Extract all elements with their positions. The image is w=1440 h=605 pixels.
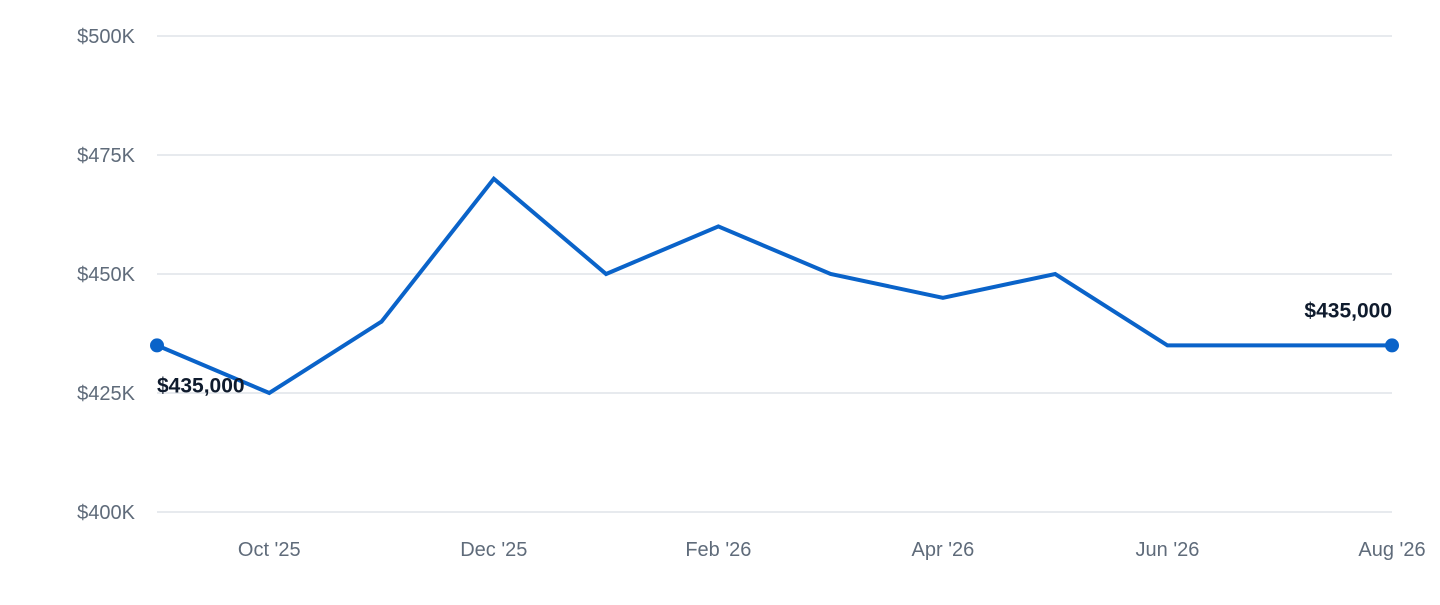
x-tick-label: Jun '26 (1136, 539, 1200, 561)
x-tick-label: Oct '25 (238, 539, 301, 561)
grid-layer (157, 35, 1392, 513)
x-axis-tick-labels: Oct '25 Dec '25 Feb '26 Apr '26 Jun '26 Aug '… (238, 539, 1426, 561)
x-tick-label: Apr '26 (912, 539, 975, 561)
x-tick-label: Feb '26 (685, 539, 751, 561)
data-label: $435,000 (1304, 299, 1392, 322)
y-axis-tick-labels: $400K $425K $450K $475K $500K (77, 26, 135, 524)
y-tick-label: $450K (77, 264, 135, 286)
endpoint-marker (1385, 338, 1399, 353)
series-layer (150, 175, 1399, 396)
data-label: $435,000 (157, 374, 245, 397)
annotation-layer: $435,000 $435,000 (157, 299, 1392, 397)
y-tick-label: $500K (77, 26, 135, 48)
x-tick-label: Aug '26 (1358, 539, 1425, 561)
series-line (155, 175, 1394, 396)
y-tick-label: $425K (77, 383, 135, 405)
y-tick-label: $475K (77, 145, 135, 167)
y-tick-label: $400K (77, 502, 135, 524)
endpoint-marker (150, 338, 164, 353)
x-tick-label: Dec '25 (460, 539, 527, 561)
